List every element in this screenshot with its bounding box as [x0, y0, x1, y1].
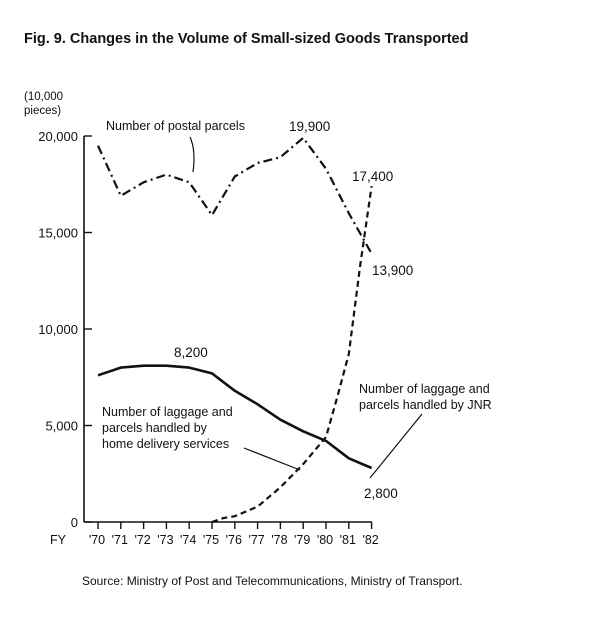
leader-jnr — [369, 413, 423, 479]
label-postal: Number of postal parcels — [106, 119, 245, 133]
chart-title: Fig. 9. Changes in the Volume of Small-s… — [24, 31, 468, 47]
label-home-line-2: parcels handled by — [102, 421, 208, 435]
x-tick-label: '71 — [112, 533, 128, 547]
x-axis-prefix: FY — [50, 533, 67, 547]
x-tick-label: '73 — [157, 533, 173, 547]
label-home-line-1: Number of laggage and — [102, 405, 233, 419]
y-tick-label: 5,000 — [45, 419, 78, 434]
label-home-line-3: home delivery services — [102, 437, 229, 451]
y-tick-label: 20,000 — [38, 129, 78, 144]
series-home-line — [211, 186, 373, 524]
x-tick-label: '70 — [89, 533, 105, 547]
leader-postal — [189, 136, 195, 173]
y-tick-label: 10,000 — [38, 322, 78, 337]
series-jnr-line — [97, 364, 373, 470]
x-tick-label: '81 — [340, 533, 356, 547]
x-tick-label: '77 — [248, 533, 264, 547]
ann-17400: 17,400 — [352, 169, 393, 184]
x-tick-label: '79 — [294, 533, 310, 547]
y-axis-unit-line-2: pieces) — [24, 105, 61, 117]
x-tick-label: '75 — [203, 533, 219, 547]
leader-home — [243, 447, 301, 471]
ann-2800: 2,800 — [364, 486, 398, 501]
source-note: Source: Ministry of Post and Telecommuni… — [82, 574, 463, 588]
x-tick-label: '74 — [180, 533, 196, 547]
series-postal-line — [96, 136, 373, 255]
label-jnr-line-2: parcels handled by JNR — [359, 398, 492, 412]
ann-19900: 19,900 — [289, 119, 330, 134]
x-tick-label: '78 — [271, 533, 287, 547]
y-tick-label: 15,000 — [38, 226, 78, 241]
ann-13900: 13,900 — [372, 263, 413, 278]
x-tick-label: '80 — [317, 533, 333, 547]
ann-8200: 8,200 — [174, 345, 208, 360]
x-tick-label: '76 — [226, 533, 242, 547]
x-tick-label: '82 — [362, 533, 378, 547]
y-tick-label: 0 — [71, 515, 78, 530]
x-tick-label: '72 — [134, 533, 150, 547]
label-jnr-line-1: Number of laggage and — [359, 382, 490, 396]
y-axis-unit-line-1: (10,000 — [24, 91, 63, 103]
